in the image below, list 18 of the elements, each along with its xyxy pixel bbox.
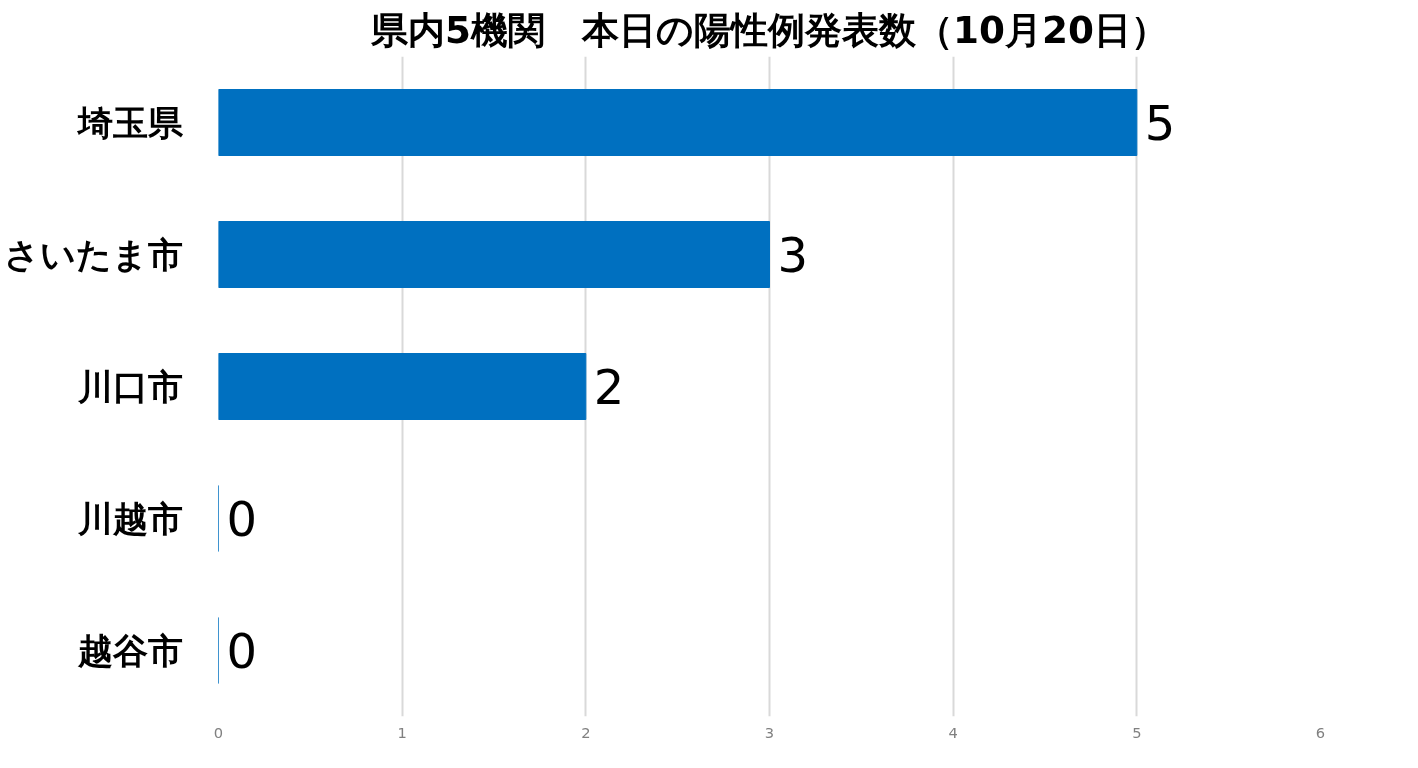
data-label: 3 (777, 227, 809, 283)
data-label: 0 (226, 623, 258, 679)
data-label: 5 (1144, 95, 1176, 151)
x-tick-label: 0 (213, 723, 224, 741)
y-tick-label: 川越市 (76, 498, 183, 539)
x-tick-label: 3 (764, 723, 775, 741)
y-tick-label: 川口市 (76, 366, 183, 407)
y-tick-label: 埼玉県 (75, 102, 184, 143)
x-tick-label: 5 (1132, 723, 1142, 741)
x-tick-label: 6 (1315, 723, 1326, 741)
x-tick-label: 2 (581, 723, 591, 741)
data-label: 0 (226, 491, 258, 547)
y-tick-label: さいたま市 (3, 234, 183, 275)
chart-title: 県内5機関 本日の陽性例発表数（10月20日） (370, 7, 1168, 52)
x-tick-label: 4 (948, 723, 958, 741)
y-tick-label: 越谷市 (76, 630, 183, 671)
data-label: 2 (593, 359, 625, 415)
x-tick-label: 1 (397, 723, 407, 741)
